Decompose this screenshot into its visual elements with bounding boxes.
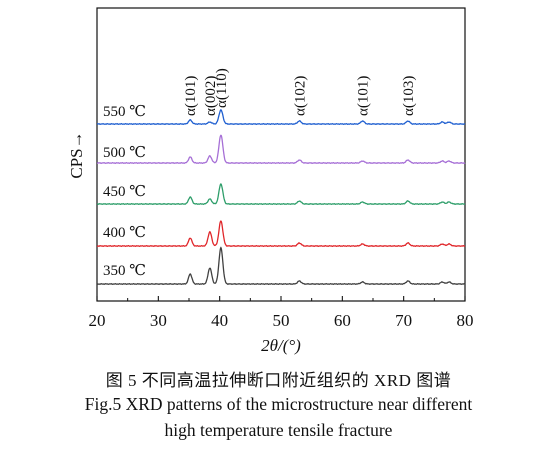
series-line: [96, 183, 466, 206]
peak-label: α(102): [292, 76, 308, 116]
peak-label: α(101): [356, 76, 372, 116]
series-label: 400 ℃: [103, 225, 146, 241]
series-line: [96, 246, 466, 286]
x-tick-label: 20: [89, 311, 106, 330]
peak-label: α(101): [183, 76, 199, 116]
x-tick-label: 50: [273, 311, 290, 330]
series-layer: [96, 109, 466, 286]
tick-layer: 20 30 40 50 60 70 80: [89, 296, 474, 330]
x-tick-label: 80: [457, 311, 474, 330]
caption-english-line1: Fig.5 XRD patterns of the microstructure…: [84, 394, 473, 414]
peak-label: α(110): [214, 68, 230, 108]
series-label: 550 ℃: [103, 104, 146, 120]
x-tick-label: 70: [395, 311, 412, 330]
peak-label: α(002): [203, 76, 219, 116]
peak-label-layer: α(101) α(002)α(110) α(102) α(101) α(103): [183, 68, 417, 116]
series-line: [96, 220, 466, 248]
caption-chinese: 图 5 不同高温拉伸断口附近组织的 XRD 图谱: [105, 371, 452, 390]
peak-label: α(103): [401, 76, 417, 116]
x-axis-label: 2θ/(°): [261, 336, 301, 355]
series-line: [96, 134, 466, 165]
x-tick-label: 30: [150, 311, 167, 330]
plot-frame: [96, 7, 466, 302]
series-label-layer: 550 ℃ 500 ℃ 450 ℃ 400 ℃ 350 ℃: [103, 104, 146, 279]
x-tick-label: 40: [211, 311, 228, 330]
series-label: 350 ℃: [103, 263, 146, 279]
y-axis-label: CPS→: [67, 131, 86, 178]
series-line: [96, 109, 466, 126]
series-label: 500 ℃: [103, 145, 146, 161]
x-tick-label: 60: [334, 311, 351, 330]
caption-english-line2: high temperature tensile fracture: [164, 420, 393, 440]
series-label: 450 ℃: [103, 184, 146, 200]
